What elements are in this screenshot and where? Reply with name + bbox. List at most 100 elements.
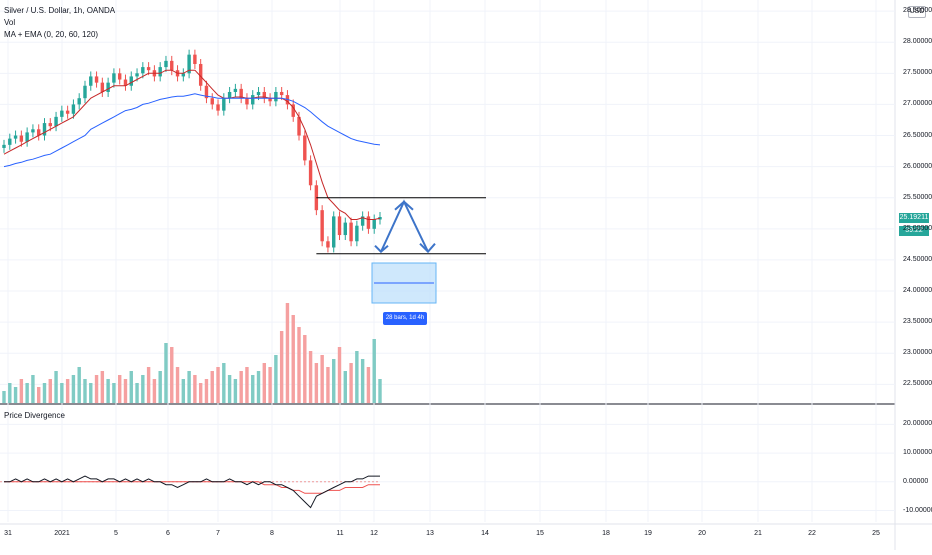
x-tick-label: 7 xyxy=(216,530,220,537)
volume-bar xyxy=(360,359,365,403)
volume-bar xyxy=(19,379,24,403)
volume-bar xyxy=(332,359,336,403)
candle-body xyxy=(198,63,203,86)
volume-bar xyxy=(343,371,348,403)
candle-body xyxy=(164,60,168,68)
candle-body xyxy=(25,132,29,142)
candle-body xyxy=(19,135,24,142)
volume-bar xyxy=(303,335,307,403)
volume-bar xyxy=(233,379,238,403)
candle-body xyxy=(123,79,128,86)
volume-bar xyxy=(355,351,359,403)
volume-bar xyxy=(204,379,209,403)
candle-body xyxy=(251,95,255,105)
ma-ema-legend: MA + EMA (0, 20, 60, 120) xyxy=(4,30,99,39)
candle-body xyxy=(71,104,76,114)
volume-bar xyxy=(256,371,261,403)
volume-bar xyxy=(2,391,6,403)
volume-bar xyxy=(54,371,58,403)
candle-body xyxy=(193,54,197,64)
bar-countdown-tag: 39:22 xyxy=(899,226,929,236)
candle-body xyxy=(89,76,93,86)
volume-bar xyxy=(291,315,295,403)
y-tick-label: 25.00000 xyxy=(903,224,932,232)
candle-body xyxy=(332,216,336,248)
volume-bar xyxy=(89,383,93,403)
volume-bar xyxy=(268,367,272,403)
measure-label: 28 bars, 1d 4h xyxy=(383,312,427,325)
x-tick-label: 19 xyxy=(644,530,652,537)
candle-body xyxy=(268,98,272,102)
x-tick-label: 11 xyxy=(336,530,344,537)
last-price-tag: 25.19211 xyxy=(899,213,929,223)
volume-bar xyxy=(77,367,81,403)
volume-bar xyxy=(48,379,52,403)
volume-bar xyxy=(25,383,29,403)
volume-bar xyxy=(65,379,70,403)
candle-body xyxy=(378,217,382,220)
y-tick-label: 28.50000 xyxy=(903,7,932,15)
candle-body xyxy=(337,216,342,236)
x-tick-label: 31 xyxy=(4,530,12,537)
volume-bar xyxy=(262,363,267,403)
volume-bar xyxy=(71,375,76,403)
volume-bar xyxy=(337,347,342,403)
x-tick-label: 8 xyxy=(270,530,274,537)
candle-body xyxy=(181,73,186,77)
volume-bar xyxy=(158,371,162,403)
y-tick-label: 22.50000 xyxy=(903,380,932,388)
ema-line xyxy=(3,93,381,168)
volume-bar xyxy=(285,303,290,403)
volume-bar xyxy=(297,327,301,403)
candle-body xyxy=(106,82,110,92)
y-tick-label: 27.50000 xyxy=(903,69,932,77)
volume-bar xyxy=(94,375,99,403)
volume-bar xyxy=(112,383,116,403)
candle-body xyxy=(308,160,313,186)
y-tick-label: 26.00000 xyxy=(903,162,932,170)
volume-bar xyxy=(83,379,87,403)
candle-body xyxy=(326,241,330,248)
volume-bar xyxy=(100,371,105,403)
y-tick-label: 23.00000 xyxy=(903,349,932,357)
indicator-y-tick-label: -10.00000 xyxy=(903,506,932,514)
candle-body xyxy=(343,222,348,236)
volume-bar xyxy=(135,383,139,403)
candle-body xyxy=(279,91,284,96)
volume-bar xyxy=(349,363,353,403)
y-tick-label: 26.50000 xyxy=(903,131,932,139)
volume-bar xyxy=(187,371,191,403)
volume-bar xyxy=(210,371,214,403)
candle-body xyxy=(31,129,35,133)
candle-body xyxy=(274,91,278,102)
price-divergence-legend: Price Divergence xyxy=(4,411,65,420)
x-tick-label: 5 xyxy=(114,530,118,537)
volume-bar xyxy=(193,375,197,403)
currency-selector[interactable]: USD xyxy=(908,6,926,18)
volume-bar xyxy=(279,331,284,403)
y-tick-label: 25.50000 xyxy=(903,193,932,201)
arrow-head-down xyxy=(419,243,436,254)
volume-bar xyxy=(274,355,278,403)
volume-bar xyxy=(216,367,220,403)
candle-body xyxy=(77,98,81,105)
divergence-signal-line xyxy=(4,481,380,494)
volume-bar xyxy=(198,383,203,403)
volume-bar xyxy=(175,367,180,403)
volume-bar xyxy=(31,375,35,403)
y-tick-label: 24.50000 xyxy=(903,255,932,263)
candle-body xyxy=(60,110,64,117)
candle-body xyxy=(216,104,220,111)
volume-bar xyxy=(146,367,151,403)
x-tick-label: 12 xyxy=(370,530,378,537)
volume-bar xyxy=(222,363,226,403)
volume-bar xyxy=(245,367,249,403)
candle-body xyxy=(360,216,365,226)
candle-body xyxy=(13,135,18,139)
candle-body xyxy=(36,129,41,136)
x-tick-label: 2021 xyxy=(54,530,70,537)
candle-body xyxy=(233,88,238,92)
volume-bar xyxy=(60,383,64,403)
